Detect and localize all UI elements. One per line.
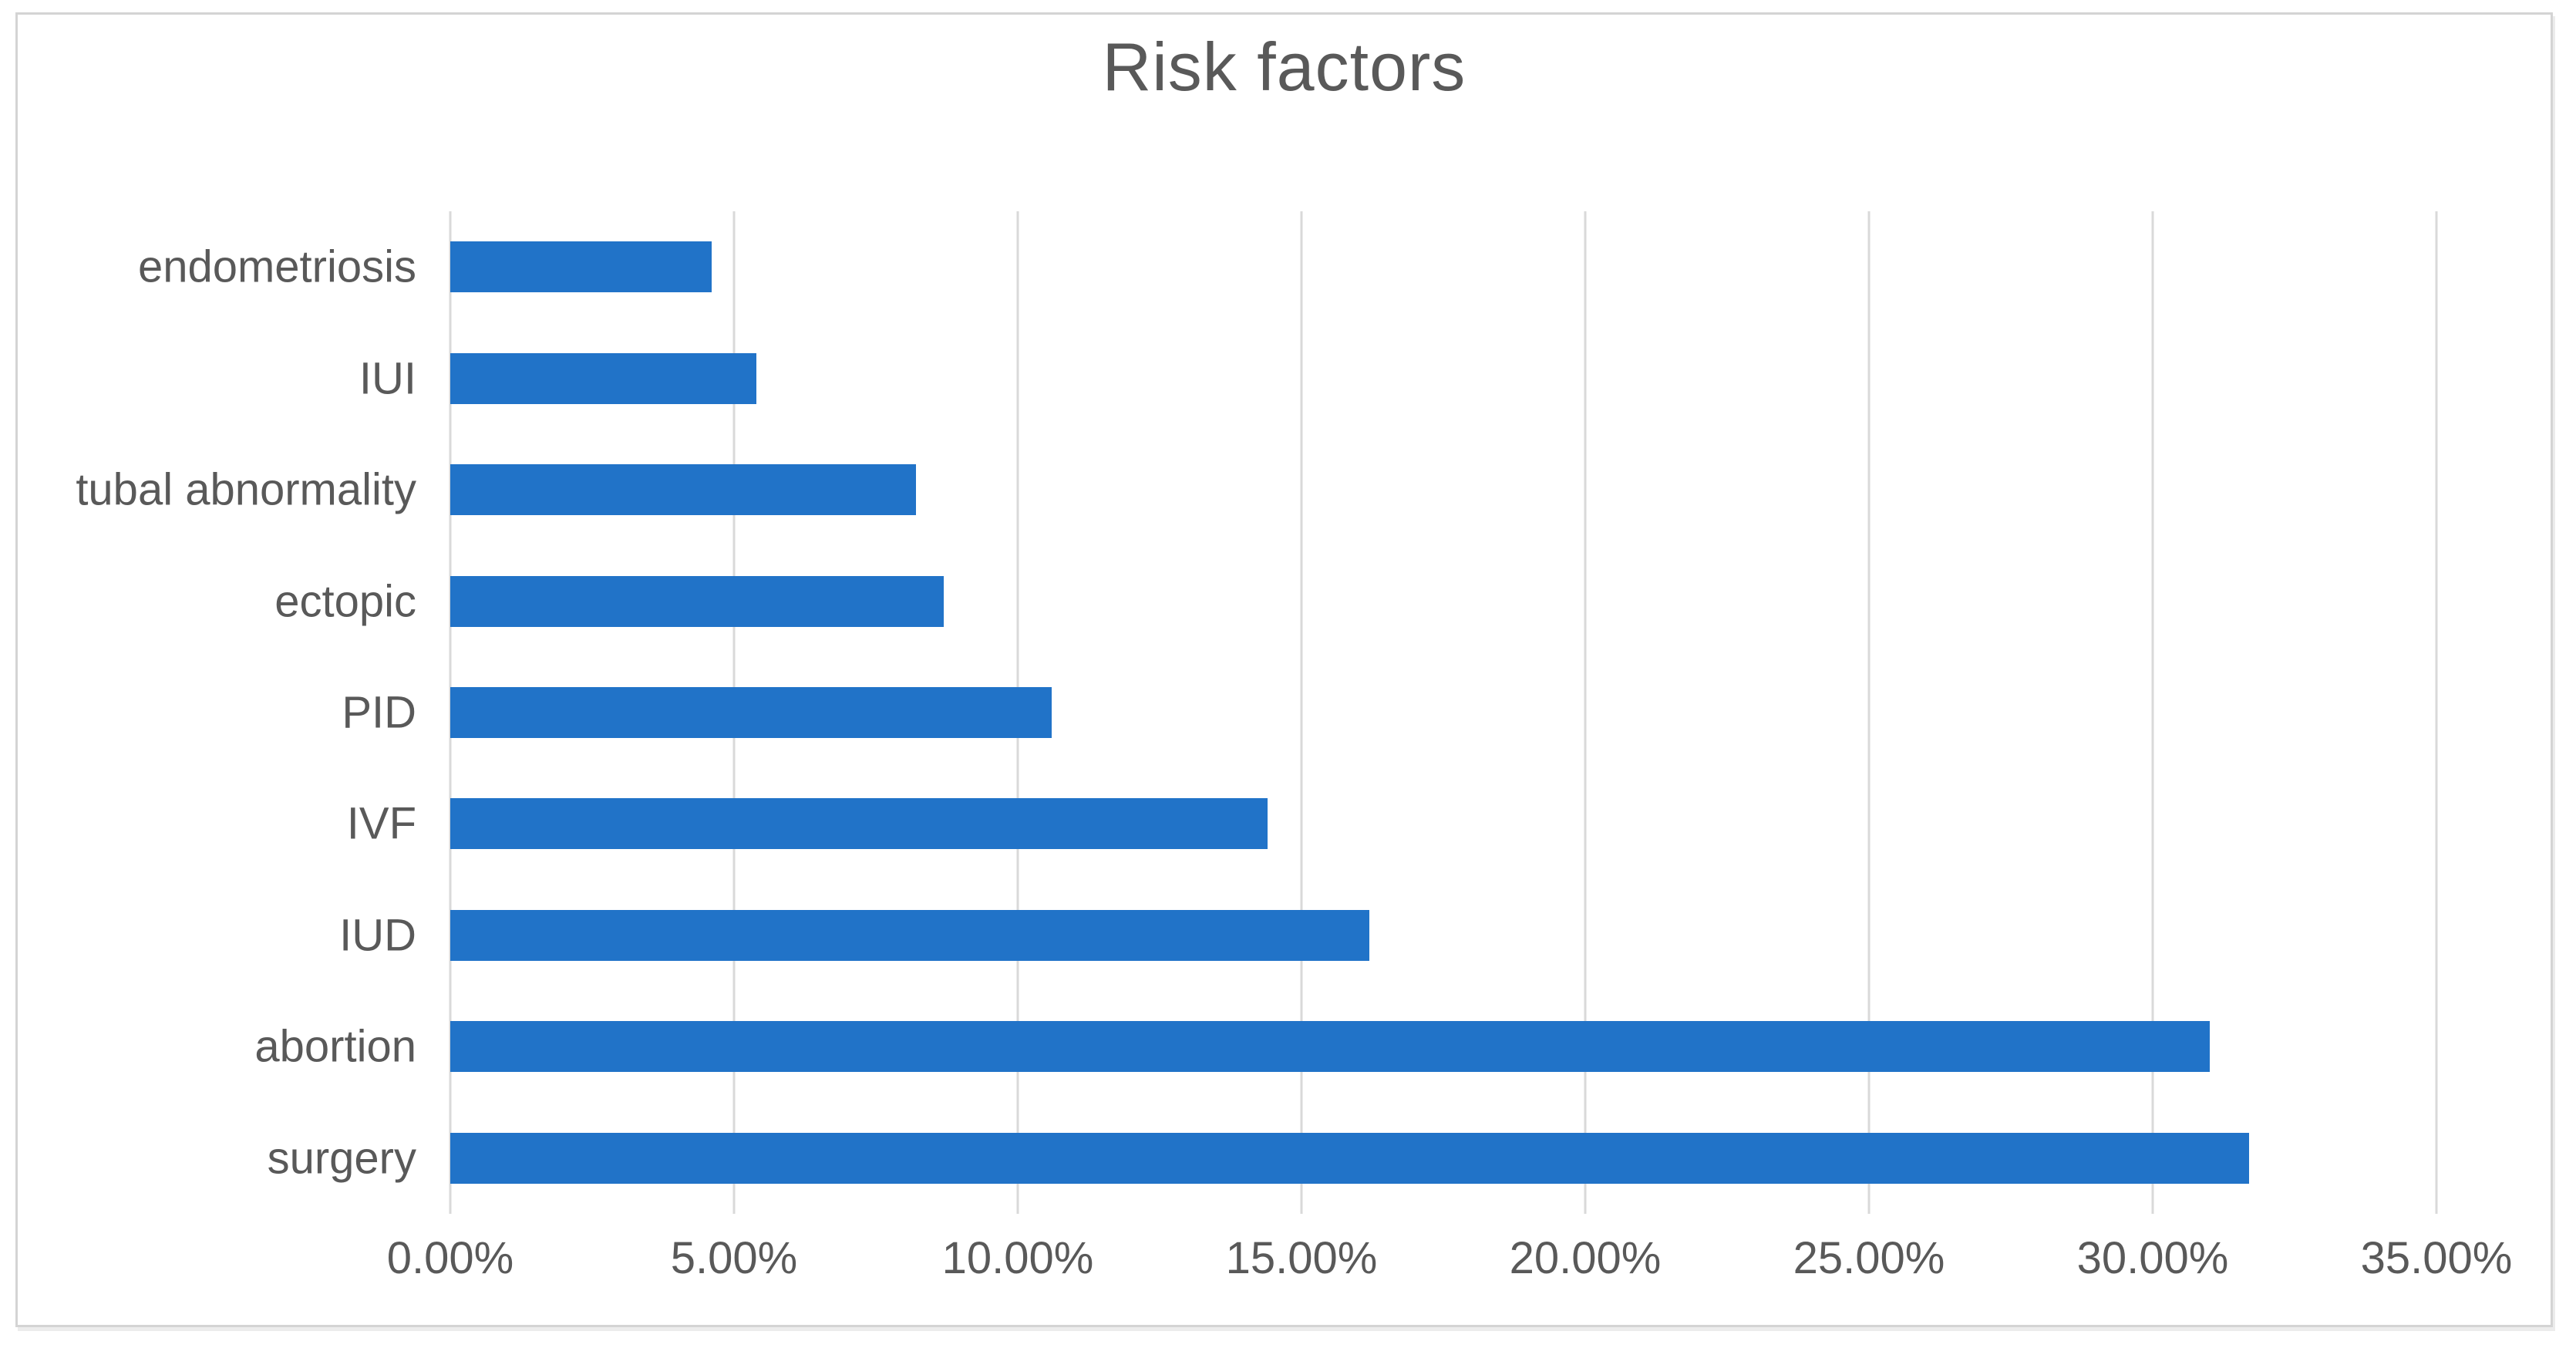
bar-row xyxy=(450,211,2436,322)
x-tick-label: 30.00% xyxy=(2076,1233,2229,1283)
chart-title: Risk factors xyxy=(1102,29,1466,105)
x-tick-label: 15.00% xyxy=(1225,1233,1378,1283)
plot-area xyxy=(449,211,2438,1214)
x-tick-label: 5.00% xyxy=(670,1233,798,1283)
gridline xyxy=(2151,211,2154,1214)
bar xyxy=(450,352,757,404)
x-tick-label: 20.00% xyxy=(1509,1233,1662,1283)
bar-row xyxy=(450,545,2436,656)
x-tick-label: 10.00% xyxy=(941,1233,1094,1283)
bar xyxy=(450,1021,2210,1073)
bar-row xyxy=(450,991,2436,1102)
bar-row xyxy=(450,434,2436,545)
category-label: abortion xyxy=(254,1021,416,1072)
bar xyxy=(450,686,1052,738)
bar xyxy=(450,1132,2250,1184)
bar-row xyxy=(450,768,2436,879)
category-axis: endometriosis IUI tubal abnormality ectopic… xyxy=(0,211,416,1214)
x-tick-label: 0.00% xyxy=(386,1233,514,1283)
bar xyxy=(450,575,945,627)
category-label: IUD xyxy=(339,910,416,961)
category-label: ectopic xyxy=(274,576,416,627)
gridline xyxy=(2435,211,2438,1214)
gridline xyxy=(1300,211,1303,1214)
chart-border xyxy=(15,12,2553,1327)
value-axis: 0.00% 5.00% 10.00% 15.00% 20.00% 25.00% 30.00%… xyxy=(387,1232,2513,1302)
category-label: IUI xyxy=(359,353,416,404)
bar xyxy=(450,909,1370,961)
bar-row xyxy=(450,880,2436,991)
gridline xyxy=(1867,211,1871,1214)
bar-row xyxy=(450,1103,2436,1214)
bar xyxy=(450,798,1268,850)
x-tick-label: 25.00% xyxy=(1793,1233,1945,1283)
category-label: PID xyxy=(342,687,416,738)
category-label: endometriosis xyxy=(137,241,416,292)
bar xyxy=(450,464,916,516)
bar-row xyxy=(450,657,2436,768)
category-label: tubal abnormality xyxy=(76,464,416,515)
bars xyxy=(450,211,2436,1214)
bar xyxy=(450,241,712,293)
x-tick-label: 35.00% xyxy=(2360,1233,2513,1283)
category-label: surgery xyxy=(267,1133,416,1184)
category-label: IVF xyxy=(346,798,416,849)
gridline xyxy=(1584,211,1587,1214)
bar-row xyxy=(450,322,2436,433)
